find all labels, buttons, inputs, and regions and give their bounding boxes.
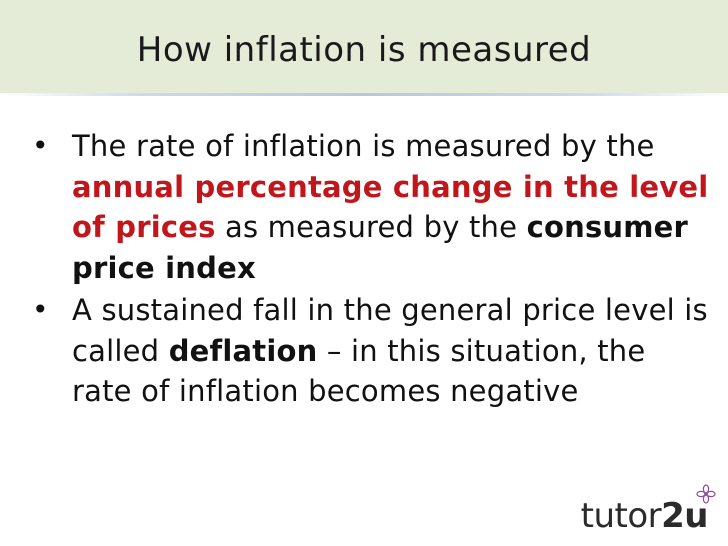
bullet-item-deflation: • A sustained fall in the general price … <box>30 290 710 412</box>
logo-prefix: tutor <box>580 496 662 536</box>
title-bar: How inflation is measured <box>0 0 728 93</box>
flower-icon <box>696 484 716 504</box>
logo-suffix: 2u <box>661 496 708 536</box>
bullet-text-normal: as measured by the <box>215 210 527 244</box>
bullet-text-bold: deflation <box>168 333 318 368</box>
bullet-text-normal: A sustained fall in the general price le… <box>72 293 708 368</box>
bullet-text-normal: The rate of inflation is measured by the <box>72 129 655 163</box>
bullet-marker: • <box>32 129 49 162</box>
bullet-text-emphasis: annual percentage change in the level of… <box>72 169 709 245</box>
slide-title: How inflation is measured <box>136 30 592 70</box>
bullet-item-rate: • The rate of inflation is measured by t… <box>30 126 710 288</box>
bullet-list: • The rate of inflation is measured by t… <box>30 126 710 414</box>
bullet-marker: • <box>32 293 49 326</box>
bullet-text-bold: consumer price index <box>72 210 689 285</box>
logo-wordmark: tutor2u <box>580 496 709 536</box>
title-divider <box>0 93 728 96</box>
tutor2u-logo: tutor2u <box>566 484 716 536</box>
bullet-text-normal: – in this situation, the rate of inflati… <box>72 333 646 409</box>
